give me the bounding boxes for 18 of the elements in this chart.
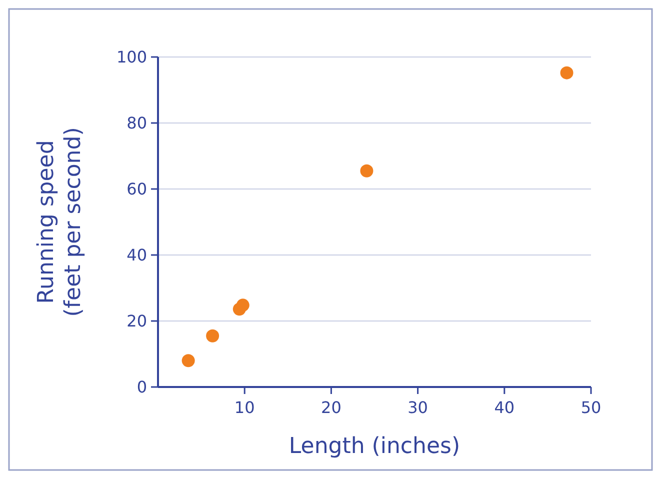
- x-axis-title: Length (inches): [288, 434, 460, 459]
- y-tick-label: 20: [126, 312, 147, 331]
- point: [360, 164, 374, 178]
- y-tick-label: 80: [126, 114, 147, 133]
- x-tick-label: 20: [321, 398, 342, 417]
- point: [206, 329, 220, 342]
- x-tick-label: 10: [234, 398, 255, 417]
- y-tick-label: 0: [136, 378, 147, 397]
- x-tick-label: 30: [408, 398, 428, 417]
- x-tick-label: 50: [580, 398, 602, 417]
- y-tick-label: 40: [126, 246, 147, 265]
- y-axis-title: Running speed (feet per second): [34, 127, 86, 317]
- point: [560, 66, 574, 80]
- point: [236, 298, 250, 312]
- y-tick-label: 100: [116, 48, 147, 67]
- y-tick-label: 60: [126, 180, 147, 199]
- point: [182, 354, 195, 368]
- x-tick-label: 40: [494, 398, 515, 417]
